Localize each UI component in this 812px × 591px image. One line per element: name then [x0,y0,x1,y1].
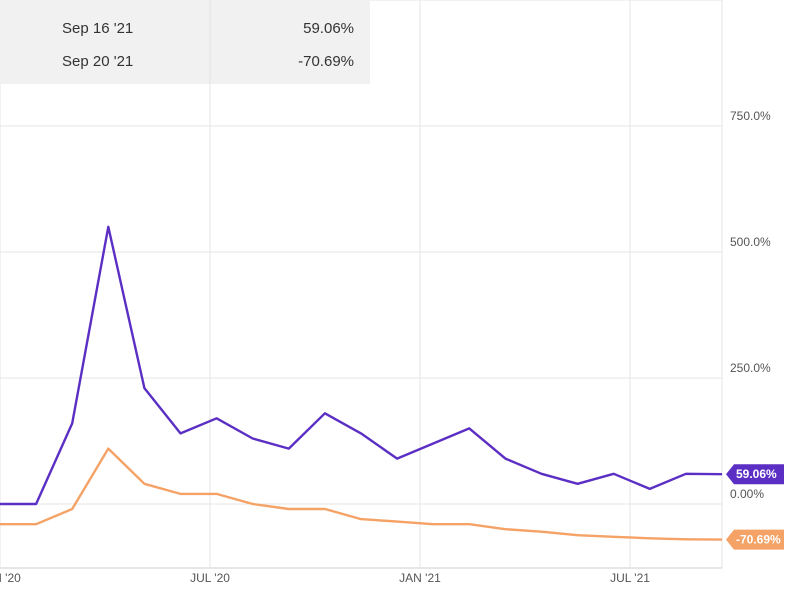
y-tick-label: 0.00% [730,487,764,501]
series-badge-label-2: -70.69% [736,533,781,547]
tooltip-row-1-value: 59.06% [303,20,354,37]
y-axis-labels: 750.0% 500.0% 250.0% 0.00% [730,109,771,501]
y-tick-label: 750.0% [730,109,771,123]
tooltip: Sep 16 '21 59.06% Sep 20 '21 -70.69% [0,0,370,84]
x-tick-label: JUL '20 [190,571,230,585]
series-layer [0,225,723,541]
x-tick-label: JAN '21 [399,571,441,585]
series-badges: 59.06% -70.69% [726,464,784,550]
y-tick-label: 500.0% [730,235,771,249]
series-badge-1 [726,464,784,485]
series-line-1 [0,225,723,506]
x-tick-label: JAN '20 [0,571,21,585]
x-axis-labels: JAN '20 JUL '20 JAN '21 JUL '21 [0,571,650,585]
grid [0,0,723,569]
tooltip-background [0,0,370,84]
tooltip-row-2-value: -70.69% [298,53,354,70]
series-badge-label-1: 59.06% [736,467,777,481]
tooltip-row-2-date: Sep 20 '21 [62,53,133,70]
series-badge-2 [726,529,784,550]
tooltip-row-1-date: Sep 16 '21 [62,20,133,37]
y-tick-label: 250.0% [730,361,771,375]
series-line-2 [0,447,723,541]
x-tick-label: JUL '21 [610,571,650,585]
